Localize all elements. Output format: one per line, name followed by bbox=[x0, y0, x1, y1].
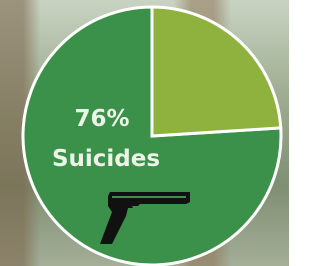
chart: 76% Suicides bbox=[0, 0, 289, 266]
pie-slice bbox=[152, 7, 281, 136]
page: 76% Suicides (() => { const data = JSON.… bbox=[0, 0, 289, 266]
value-label: 76% bbox=[74, 106, 129, 132]
category-label: Suicides bbox=[52, 146, 160, 172]
